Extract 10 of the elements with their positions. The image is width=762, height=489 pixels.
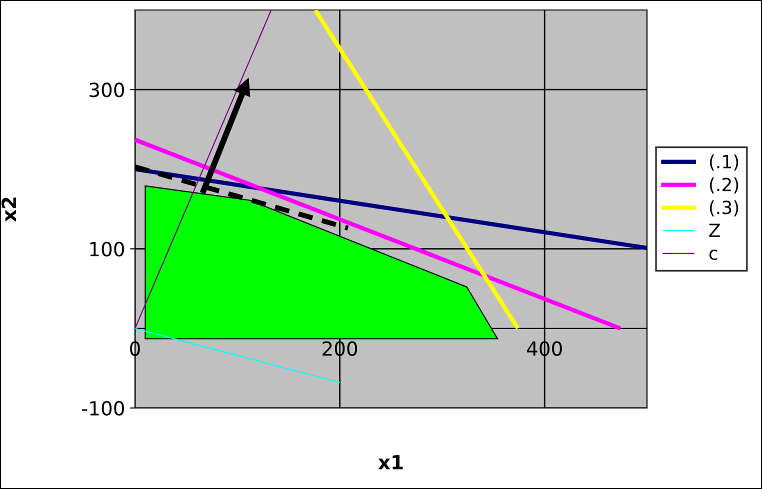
legend-label: (.2) [710,177,738,194]
legend-label: c [709,250,718,260]
legend-label: (.3) [710,200,738,216]
y-tick-label: -100 [82,400,124,416]
x-axis-title: x1 [378,455,403,470]
y-tick-label: 100 [90,242,124,256]
legend-label: Z [709,224,720,237]
y-tick-label: 300 [90,82,124,98]
legend-label: (.1) [710,154,738,171]
y-axis-title: x2 [2,198,16,222]
